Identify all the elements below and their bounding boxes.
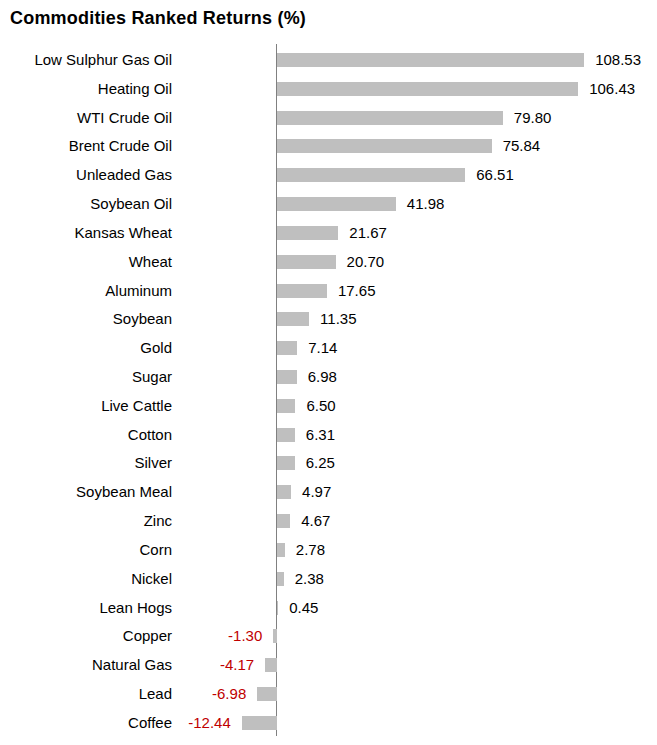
value-label: -4.17 <box>0 656 254 674</box>
chart-title: Commodities Ranked Returns (%) <box>10 8 306 29</box>
value-label: -12.44 <box>0 714 231 732</box>
value-label: 41.98 <box>407 195 445 213</box>
chart-page: Commodities Ranked Returns (%) Low Sulph… <box>0 0 657 745</box>
bar <box>277 601 278 615</box>
bar <box>277 341 297 355</box>
bar <box>277 82 578 96</box>
category-label: Sugar <box>0 368 172 386</box>
category-label: Nickel <box>0 570 172 588</box>
value-label: 2.78 <box>296 541 325 559</box>
bar <box>277 255 336 269</box>
value-label: 0.45 <box>289 599 318 617</box>
bar <box>277 399 295 413</box>
category-label: Brent Crude Oil <box>0 137 172 155</box>
bar <box>277 456 295 470</box>
bar <box>273 629 277 643</box>
value-label: 21.67 <box>349 224 387 242</box>
bar <box>277 485 291 499</box>
category-label: Zinc <box>0 512 172 530</box>
category-label: Kansas Wheat <box>0 224 172 242</box>
value-label: 106.43 <box>589 80 635 98</box>
value-label: -1.30 <box>0 627 262 645</box>
value-label: 6.98 <box>308 368 337 386</box>
value-label: 66.51 <box>476 166 514 184</box>
value-label: 4.67 <box>301 512 330 530</box>
category-label: Gold <box>0 339 172 357</box>
value-label: 20.70 <box>347 253 385 271</box>
category-label: Soybean Oil <box>0 195 172 213</box>
category-label: Corn <box>0 541 172 559</box>
bar <box>257 687 277 701</box>
bar <box>277 284 327 298</box>
category-label: Silver <box>0 454 172 472</box>
category-label: Unleaded Gas <box>0 166 172 184</box>
category-label: WTI Crude Oil <box>0 109 172 127</box>
bar <box>265 658 277 672</box>
bar <box>277 53 584 67</box>
value-label: 6.31 <box>306 426 335 444</box>
category-label: Soybean <box>0 310 172 328</box>
value-label: 4.97 <box>302 483 331 501</box>
value-label: 7.14 <box>308 339 337 357</box>
bar <box>277 572 284 586</box>
value-label: 17.65 <box>338 282 376 300</box>
bar <box>277 226 338 240</box>
bar <box>277 428 295 442</box>
bar <box>277 312 309 326</box>
category-label: Lean Hogs <box>0 599 172 617</box>
value-label: 6.25 <box>306 454 335 472</box>
category-label: Wheat <box>0 253 172 271</box>
category-label: Aluminum <box>0 282 172 300</box>
value-label: -6.98 <box>0 685 246 703</box>
category-label: Live Cattle <box>0 397 172 415</box>
value-label: 11.35 <box>320 310 356 328</box>
value-label: 108.53 <box>595 51 641 69</box>
value-label: 79.80 <box>514 109 552 127</box>
category-label: Heating Oil <box>0 80 172 98</box>
bar <box>277 139 492 153</box>
bar <box>277 514 290 528</box>
bar <box>277 197 396 211</box>
value-label: 75.84 <box>503 137 541 155</box>
bar <box>277 111 503 125</box>
bar <box>277 370 297 384</box>
value-label: 2.38 <box>295 570 324 588</box>
bar <box>242 716 277 730</box>
category-label: Low Sulphur Gas Oil <box>0 51 172 69</box>
bar <box>277 543 285 557</box>
category-label: Cotton <box>0 426 172 444</box>
category-label: Soybean Meal <box>0 483 172 501</box>
bar <box>277 168 465 182</box>
value-label: 6.50 <box>306 397 335 415</box>
